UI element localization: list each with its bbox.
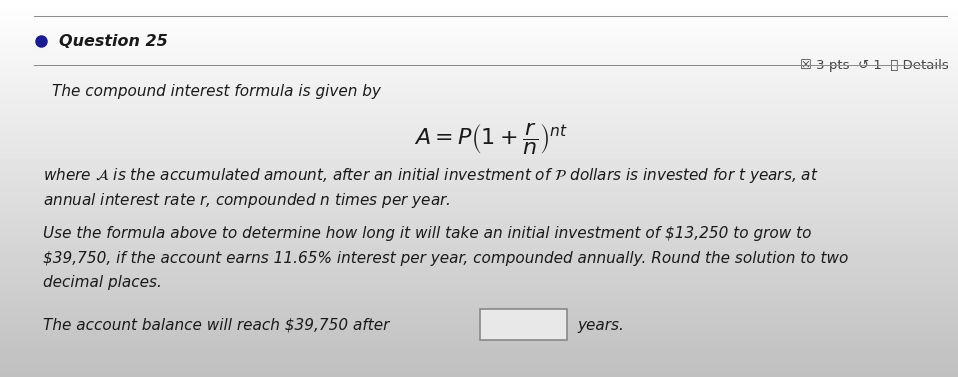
FancyBboxPatch shape <box>480 310 567 340</box>
Text: where $\mathcal{A}$ is the accumulated amount, after an initial investment of $\: where $\mathcal{A}$ is the accumulated a… <box>43 166 818 185</box>
Text: Use the formula above to determine how long it will take an initial investment o: Use the formula above to determine how l… <box>43 226 811 241</box>
Text: decimal places.: decimal places. <box>43 275 162 290</box>
Text: ☒ 3 pts  ↺ 1  ⓘ Details: ☒ 3 pts ↺ 1 ⓘ Details <box>800 59 948 72</box>
Text: $39,750, if the account earns 11.65% interest per year, compounded annually. Rou: $39,750, if the account earns 11.65% int… <box>43 251 848 265</box>
Text: Question 25: Question 25 <box>59 34 168 49</box>
Text: annual interest rate $r$, compounded $n$ times per year.: annual interest rate $r$, compounded $n$… <box>43 191 450 210</box>
Text: years.: years. <box>577 318 624 333</box>
Text: The account balance will reach $39,750 after: The account balance will reach $39,750 a… <box>43 318 389 333</box>
Text: The compound interest formula is given by: The compound interest formula is given b… <box>52 84 380 100</box>
Text: $A = P\left(1 + \dfrac{r}{n}\right)^{nt}$: $A = P\left(1 + \dfrac{r}{n}\right)^{nt}… <box>414 121 568 156</box>
